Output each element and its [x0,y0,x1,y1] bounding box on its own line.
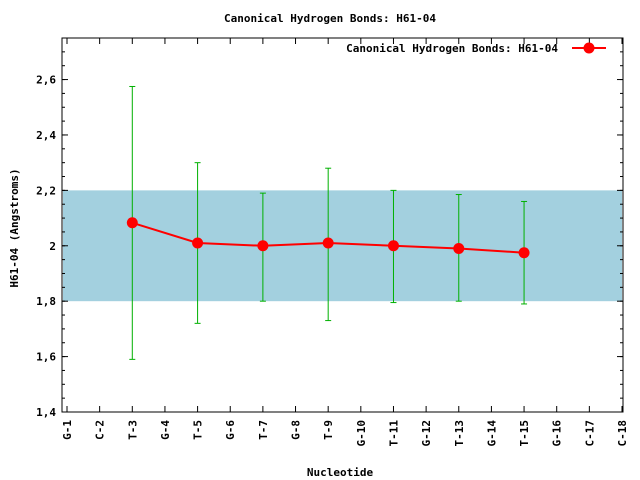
x-axis-label: Nucleotide [307,466,374,479]
data-point [126,217,138,229]
data-point [192,237,204,249]
y-tick-label: 1,8 [36,295,56,308]
x-tick-label: G-16 [551,420,564,447]
y-tick-label: 2 [49,240,56,253]
legend-label: Canonical Hydrogen Bonds: H61-04 [346,42,558,55]
chart-title: Canonical Hydrogen Bonds: H61-04 [224,12,436,25]
legend-marker-sample [583,42,595,54]
x-tick-label: C-18 [616,420,629,447]
data-point [257,240,269,252]
y-tick-label: 2,6 [36,74,56,87]
y-tick-label: 2,4 [36,129,56,142]
x-tick-label: G-12 [420,420,433,447]
x-tick-label: T-11 [387,420,400,447]
plot-frame [61,37,624,413]
y-tick-label: 1,4 [36,406,56,419]
reference-band [63,190,622,302]
y-axis-label: H61-04 (Angstroms) [8,168,21,287]
data-point [322,237,334,249]
x-tick-label: T-15 [518,420,531,447]
x-tick-label: G-8 [290,420,303,440]
y-tick-label: 2,2 [36,184,56,197]
legend: Canonical Hydrogen Bonds: H61-04 [346,42,606,55]
x-tick-label: T-3 [126,420,139,440]
x-tick-label: G-6 [224,420,237,440]
x-tick-label: G-10 [355,420,368,447]
x-tick-label: G-14 [485,420,498,447]
x-tick-label: T-7 [257,420,270,440]
x-tick-label: T-9 [322,420,335,440]
data-point [387,240,399,252]
x-tick-label: G-4 [159,420,172,440]
x-tick-label: G-1 [61,420,74,440]
x-tick-label: C-17 [583,420,596,447]
x-tick-label: C-2 [94,420,107,440]
plot-area: 1,4 1,6 1,8 2 2,2 2,4 2,6 G-1 C-2 T-3 G-4 T-5 G-6 T-7… [36,37,629,447]
data-point [518,247,530,259]
data-point [453,243,465,255]
x-tick-label: T-13 [453,420,466,447]
x-tick-label: T-5 [192,420,205,440]
y-tick-label: 1,6 [36,351,56,364]
